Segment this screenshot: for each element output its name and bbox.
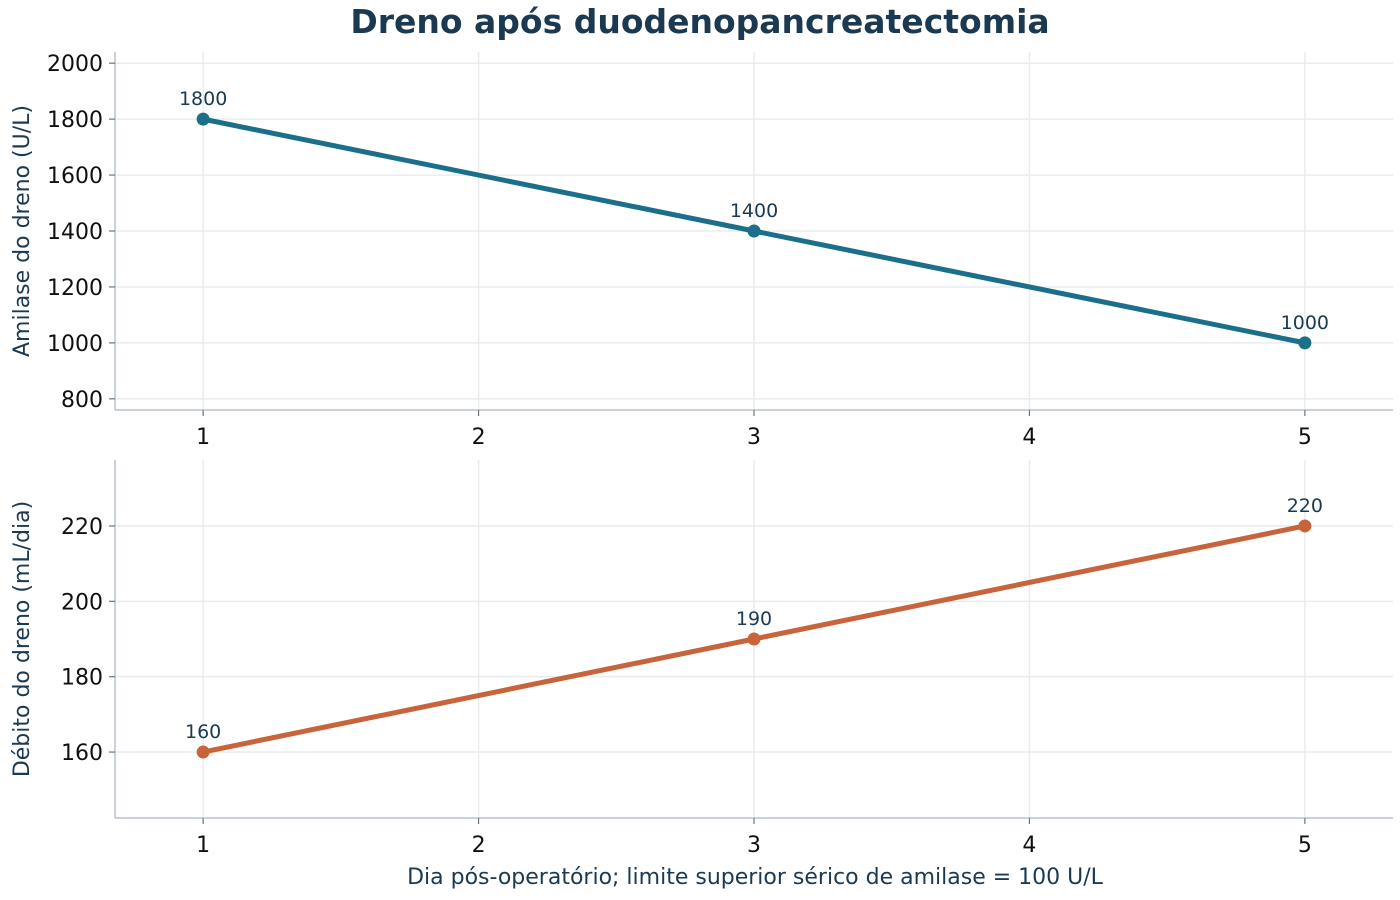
output-x-tick-label: 4 <box>1022 833 1036 858</box>
output-y-tick-label: 200 <box>61 590 103 615</box>
output-data-point <box>196 745 210 759</box>
output-y-tick-label: 180 <box>61 666 103 691</box>
amylase-x-tick-label: 2 <box>472 425 486 450</box>
amylase-y-tick-label: 1400 <box>47 220 103 245</box>
amylase-x-tick-label: 3 <box>747 425 761 450</box>
amylase-y-tick-label: 1000 <box>47 332 103 357</box>
output-data-label: 190 <box>736 608 772 630</box>
output-x-tick-label: 1 <box>196 833 210 858</box>
output-x-tick-label: 3 <box>747 833 761 858</box>
output-y-tick-label: 160 <box>61 741 103 766</box>
amylase-data-label: 1000 <box>1281 312 1329 334</box>
output-x-tick-label: 2 <box>472 833 486 858</box>
amylase-data-label: 1800 <box>179 88 227 110</box>
amylase-x-tick-label: 1 <box>196 425 210 450</box>
amylase-data-point <box>196 112 210 126</box>
amylase-y-tick-label: 1200 <box>47 276 103 301</box>
amylase-y-tick-label: 1800 <box>47 108 103 133</box>
output-data-point <box>747 632 761 646</box>
chart-title: Dreno após duodenopancreatectomia <box>350 2 1049 41</box>
amylase-data-point <box>747 224 761 238</box>
amylase-y-axis-label: Amilase do dreno (U/L) <box>10 105 35 357</box>
amylase-panel: 800 1000 1200 1400 1600 1800 2000 1 2 3 4 5 Amilase … <box>10 52 1393 450</box>
output-data-point <box>1298 519 1312 533</box>
x-axis-label: Dia pós-operatório; limite superior séri… <box>407 865 1104 890</box>
amylase-y-tick-label: 1600 <box>47 164 103 189</box>
amylase-y-tick-label: 800 <box>61 388 103 413</box>
amylase-x-tick-label: 4 <box>1022 425 1036 450</box>
amylase-data-point <box>1298 336 1312 350</box>
output-data-label: 160 <box>185 721 221 743</box>
output-x-tick-label: 5 <box>1298 833 1312 858</box>
amylase-data-label: 1400 <box>730 200 778 222</box>
output-y-tick-label: 220 <box>61 515 103 540</box>
amylase-x-tick-label: 5 <box>1298 425 1312 450</box>
output-data-label: 220 <box>1287 495 1323 517</box>
amylase-y-tick-label: 2000 <box>47 52 103 77</box>
output-y-axis-label: Débito do dreno (mL/dia) <box>10 501 35 777</box>
output-panel: 160 180 200 220 1 2 3 4 5 Débito do dreno (mL/dia… <box>10 460 1393 858</box>
